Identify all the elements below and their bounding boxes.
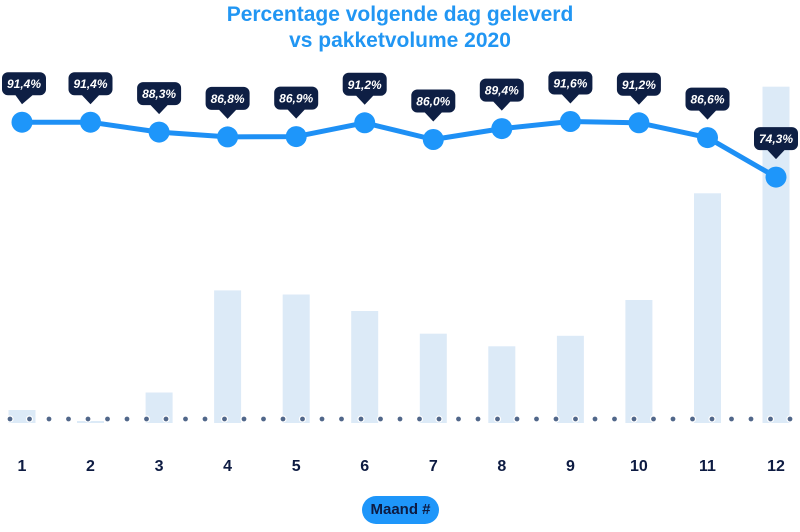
- svg-text:91,6%: 91,6%: [553, 77, 587, 91]
- svg-text:6: 6: [360, 458, 369, 475]
- svg-text:8: 8: [497, 458, 506, 475]
- svg-text:11: 11: [699, 458, 716, 475]
- svg-text:12: 12: [767, 458, 785, 475]
- svg-text:10: 10: [630, 458, 648, 475]
- svg-text:4: 4: [223, 458, 232, 475]
- svg-text:74,3%: 74,3%: [759, 132, 793, 146]
- svg-text:91,2%: 91,2%: [622, 78, 656, 92]
- svg-text:3: 3: [155, 458, 164, 475]
- svg-text:9: 9: [566, 458, 575, 475]
- svg-text:86,8%: 86,8%: [211, 92, 245, 106]
- svg-text:86,9%: 86,9%: [279, 92, 313, 106]
- svg-text:5: 5: [292, 458, 301, 475]
- svg-text:86,6%: 86,6%: [690, 93, 724, 107]
- svg-text:86,0%: 86,0%: [416, 95, 450, 109]
- svg-text:91,4%: 91,4%: [7, 77, 41, 91]
- svg-text:7: 7: [429, 458, 438, 475]
- svg-text:2: 2: [86, 458, 95, 475]
- svg-text:88,3%: 88,3%: [142, 87, 176, 101]
- svg-text:91,4%: 91,4%: [73, 77, 107, 91]
- svg-text:89,4%: 89,4%: [485, 84, 519, 98]
- svg-text:91,2%: 91,2%: [348, 78, 382, 92]
- svg-text:1: 1: [18, 458, 27, 475]
